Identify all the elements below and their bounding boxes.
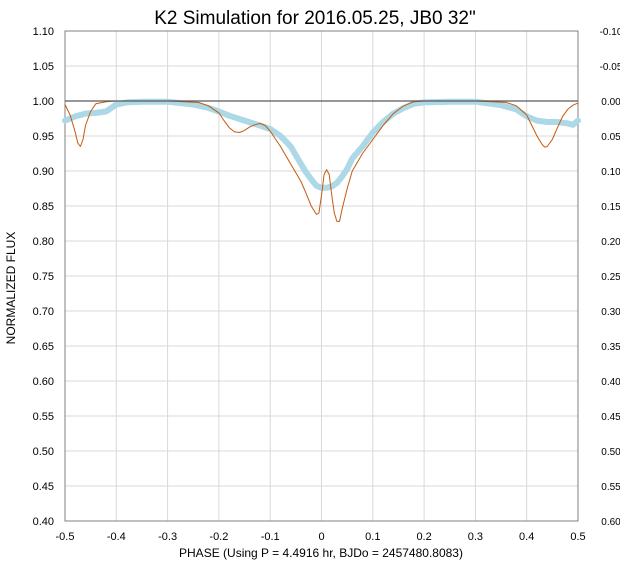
y-tick-label: 0.40 [33,516,54,528]
x-axis-tick-labels: -0.5 -0.4 -0.3 -0.2 -0.1 0 0.1 0.2 0.3 0.4 0.5 [56,531,586,543]
y2-tick-label: 0.20 [601,237,620,248]
x-tick-label: 0.1 [365,531,380,543]
y-tick-label: 0.55 [33,411,54,423]
y-tick-label: 0.45 [33,481,54,493]
x-tick-label: 0.5 [570,531,585,543]
plot-area-border [64,30,579,522]
x-axis-title: PHASE (Using P = 4.4916 hr, BJDo = 24574… [179,546,463,560]
y-tick-label: 0.75 [33,271,54,283]
series-line-smoothed [62,98,581,191]
x-tick-label: 0.2 [416,531,431,543]
x-tick-label: -0.1 [261,531,280,543]
x-tick-label: -0.4 [107,531,126,543]
x-tick-label: -0.2 [209,531,228,543]
y-axis-title: NORMALIZED FLUX [4,232,18,345]
x-tick-label: 0.3 [468,531,483,543]
y-tick-label: 0.95 [33,131,54,143]
y2-tick-label: 0.55 [601,482,620,493]
y-tick-label: 0.50 [33,446,54,458]
x-tick-label: 0 [318,531,324,543]
y2-tick-label: -0.05 [600,62,620,73]
y2-tick-label: 0.00 [601,97,620,108]
y-tick-label: 0.65 [33,341,54,353]
y2-tick-label: 0.50 [601,447,620,458]
y-tick-label: 0.85 [33,201,54,213]
y2-tick-label: 0.15 [601,202,620,213]
y2-tick-label: 0.10 [601,167,620,178]
chart-title: K2 Simulation for 2016.05.25, JB0 32" [154,8,476,29]
y-tick-label: 0.60 [33,376,54,388]
y2-tick-label: 0.25 [601,272,620,283]
y2-tick-label: 0.05 [601,132,620,143]
y2-tick-label: 0.40 [601,377,620,388]
y2-tick-label: 0.60 [601,517,620,528]
y-tick-label: 0.80 [33,236,54,248]
y-axis-tick-labels: 1.10 1.05 1.00 0.95 0.90 0.85 0.80 0.75 0.70 0.65… [33,26,54,528]
x-tick-label: -0.5 [56,531,75,543]
x-tick-label: 0.4 [519,531,534,543]
y-tick-label: 0.90 [33,166,54,178]
y-tick-label: 1.10 [33,26,54,38]
y2-tick-label: 0.30 [601,307,620,318]
y-tick-label: 0.70 [33,306,54,318]
secondary-y-axis-tick-labels: -0.10 -0.05 0.00 0.05 0.10 0.15 0.20 0.25 0.30 0.… [600,27,620,528]
y-tick-label: 1.05 [33,61,54,73]
x-tick-label: -0.3 [158,531,177,543]
y2-tick-label: 0.35 [601,342,620,353]
y-tick-label: 1.00 [33,96,54,108]
y2-tick-label: -0.10 [600,27,620,38]
y2-tick-label: 0.45 [601,412,620,423]
